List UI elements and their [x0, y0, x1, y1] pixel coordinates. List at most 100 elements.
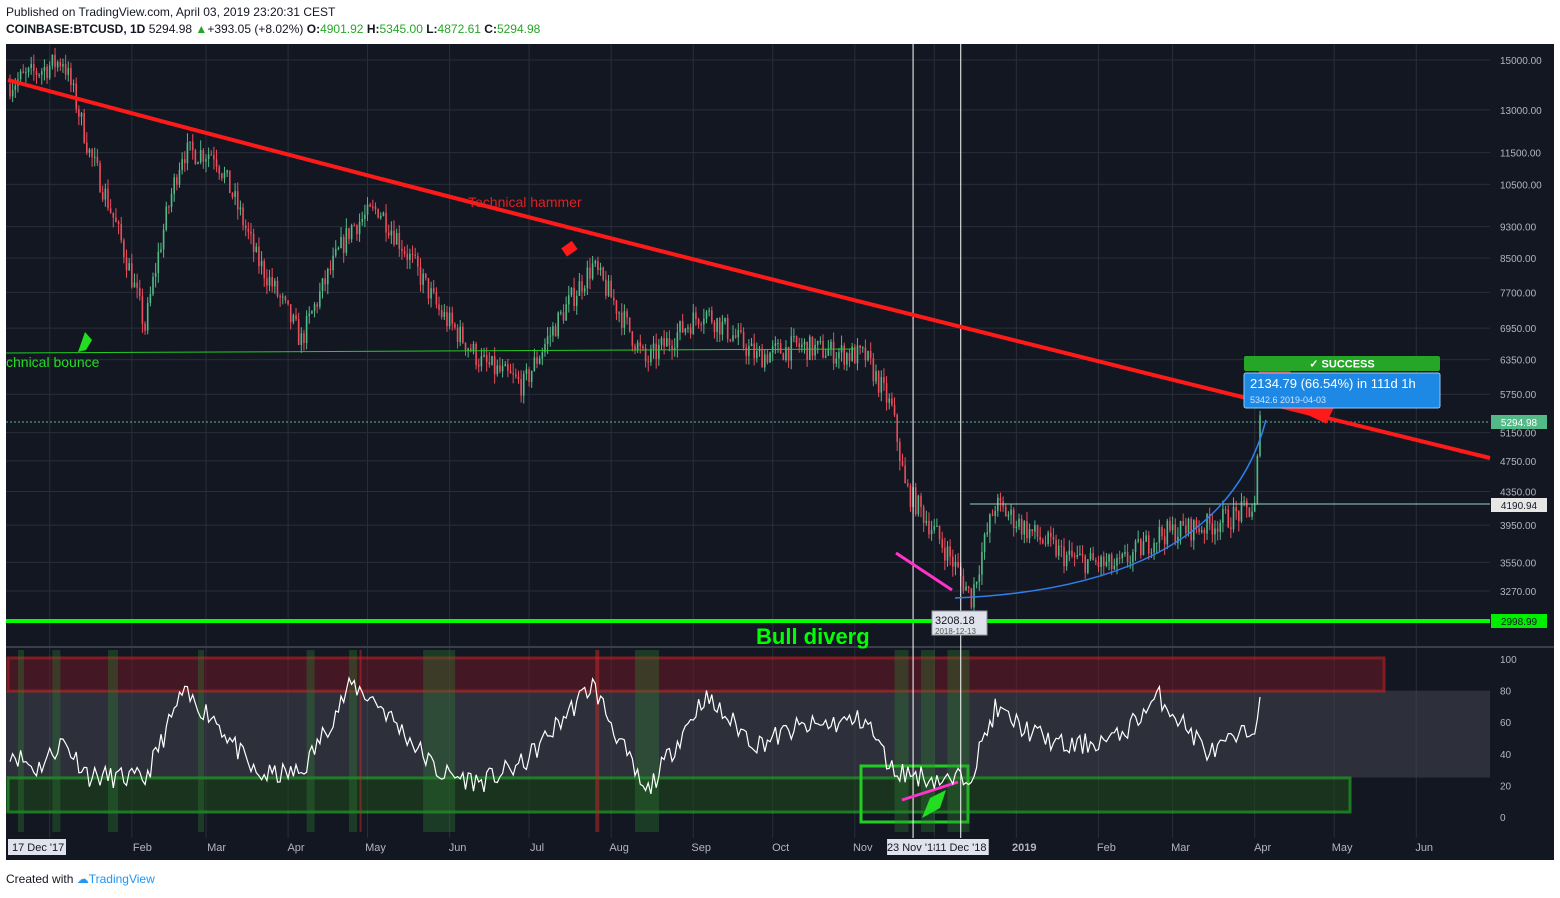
time-tick-label: Mar	[207, 842, 226, 854]
candle-body	[154, 273, 157, 277]
resistance-marker	[1491, 498, 1547, 512]
price-tick-label: 3950.00	[1500, 521, 1537, 532]
time-tick-label: Jun	[1415, 842, 1433, 854]
symbol-line: COINBASE:BTCUSD, 1D 5294.98 ▲+393.05 (+8…	[6, 21, 540, 38]
candle-body	[501, 366, 504, 372]
candle-body	[1150, 552, 1153, 554]
candle-body	[401, 248, 403, 252]
candle-body	[419, 266, 422, 285]
candle-body	[138, 287, 141, 297]
candle-body	[213, 155, 215, 160]
price-tick-label: 4750.00	[1500, 457, 1537, 468]
candle-body	[340, 236, 342, 248]
candle-body	[1081, 553, 1084, 556]
symbol-name[interactable]: COINBASE:BTCUSD, 1D	[6, 22, 146, 36]
candle-body	[1230, 527, 1232, 530]
candle-body	[925, 520, 928, 524]
chart-area[interactable]: 15000.00 13000.00 11500.00 10500.00 9300.00 8…	[0, 0, 1560, 866]
success-box	[1244, 356, 1440, 371]
time-tick-label: May	[1332, 842, 1353, 854]
rsi-overbought-highlight	[359, 650, 362, 832]
candle-body	[485, 354, 488, 363]
candle-body	[567, 295, 570, 305]
candle-body	[160, 249, 162, 252]
candle-body	[1010, 509, 1012, 515]
price-axis[interactable]	[1490, 44, 1554, 860]
candle-body	[382, 212, 385, 216]
candle-body	[716, 318, 718, 332]
candle-body	[869, 350, 872, 359]
price-tick-label: 7700.00	[1500, 288, 1537, 299]
tradingview-cloud-icon[interactable]: ☁	[76, 872, 89, 886]
candle-body	[11, 89, 14, 97]
candle-body	[756, 351, 758, 359]
candle-body	[30, 64, 32, 69]
candle-body	[901, 461, 904, 466]
candle-body	[605, 279, 607, 296]
candle-body	[1179, 521, 1182, 537]
candle-body	[689, 327, 692, 335]
candle-body	[994, 511, 996, 516]
tradingview-link[interactable]: TradingView	[88, 872, 155, 886]
candle-body	[1161, 526, 1163, 537]
candle-body	[178, 169, 181, 185]
candle-body	[785, 347, 787, 361]
candle-body	[334, 249, 337, 256]
low-price-marker	[931, 610, 988, 636]
candle-body	[1047, 532, 1049, 544]
candle-body	[133, 282, 136, 288]
candle-body	[86, 142, 88, 153]
candle-body	[914, 487, 917, 515]
candle-body	[255, 246, 258, 252]
candle-body	[848, 353, 851, 361]
candle-body	[229, 170, 231, 194]
candle-body	[279, 296, 281, 298]
candle-body	[1203, 530, 1206, 534]
candle-body	[443, 312, 446, 317]
measure-box	[1243, 372, 1441, 409]
candle-body	[207, 154, 210, 159]
candle-body	[1253, 503, 1256, 512]
candle-body	[234, 191, 236, 197]
candle-body	[798, 343, 800, 348]
candle-body	[104, 188, 107, 200]
candle-body	[1026, 521, 1028, 539]
rsi-overbought-highlight	[595, 650, 600, 832]
candle-body	[761, 349, 763, 368]
candle-body	[115, 217, 117, 223]
candle-body	[1124, 552, 1126, 554]
candle-body	[991, 514, 994, 516]
candle-body	[493, 356, 496, 375]
candle-body	[753, 343, 755, 359]
price-tick-label: 5150.00	[1500, 429, 1537, 440]
low-value: 4872.61	[437, 22, 481, 36]
candle-body	[1132, 552, 1134, 563]
candle-body	[877, 371, 880, 393]
candle-body	[35, 71, 38, 75]
candle-body	[954, 562, 957, 567]
candle-body	[348, 228, 350, 240]
candle-body	[1206, 514, 1208, 534]
time-tick-label: 23 Nov '18	[887, 842, 939, 854]
price-tick-label: 13000.00	[1500, 106, 1542, 117]
candle-body	[356, 225, 358, 235]
candle-body	[268, 277, 271, 286]
candle-body	[93, 156, 96, 158]
candle-body	[1248, 507, 1251, 517]
candle-body	[321, 278, 324, 292]
candle-body	[562, 312, 565, 321]
candle-body	[631, 331, 634, 346]
candle-body	[183, 159, 186, 164]
candle-body	[703, 318, 705, 325]
divergence-box	[859, 764, 970, 824]
rsi-oversold-highlight	[348, 650, 357, 832]
candle-body	[999, 497, 1002, 502]
candle-body	[750, 343, 753, 347]
candle-body	[387, 232, 390, 236]
candle-body	[838, 352, 840, 359]
candle-body	[819, 340, 822, 342]
candle-body	[668, 338, 671, 346]
candle-body	[101, 192, 104, 200]
candle-body	[628, 317, 631, 332]
candle-body	[168, 206, 170, 208]
